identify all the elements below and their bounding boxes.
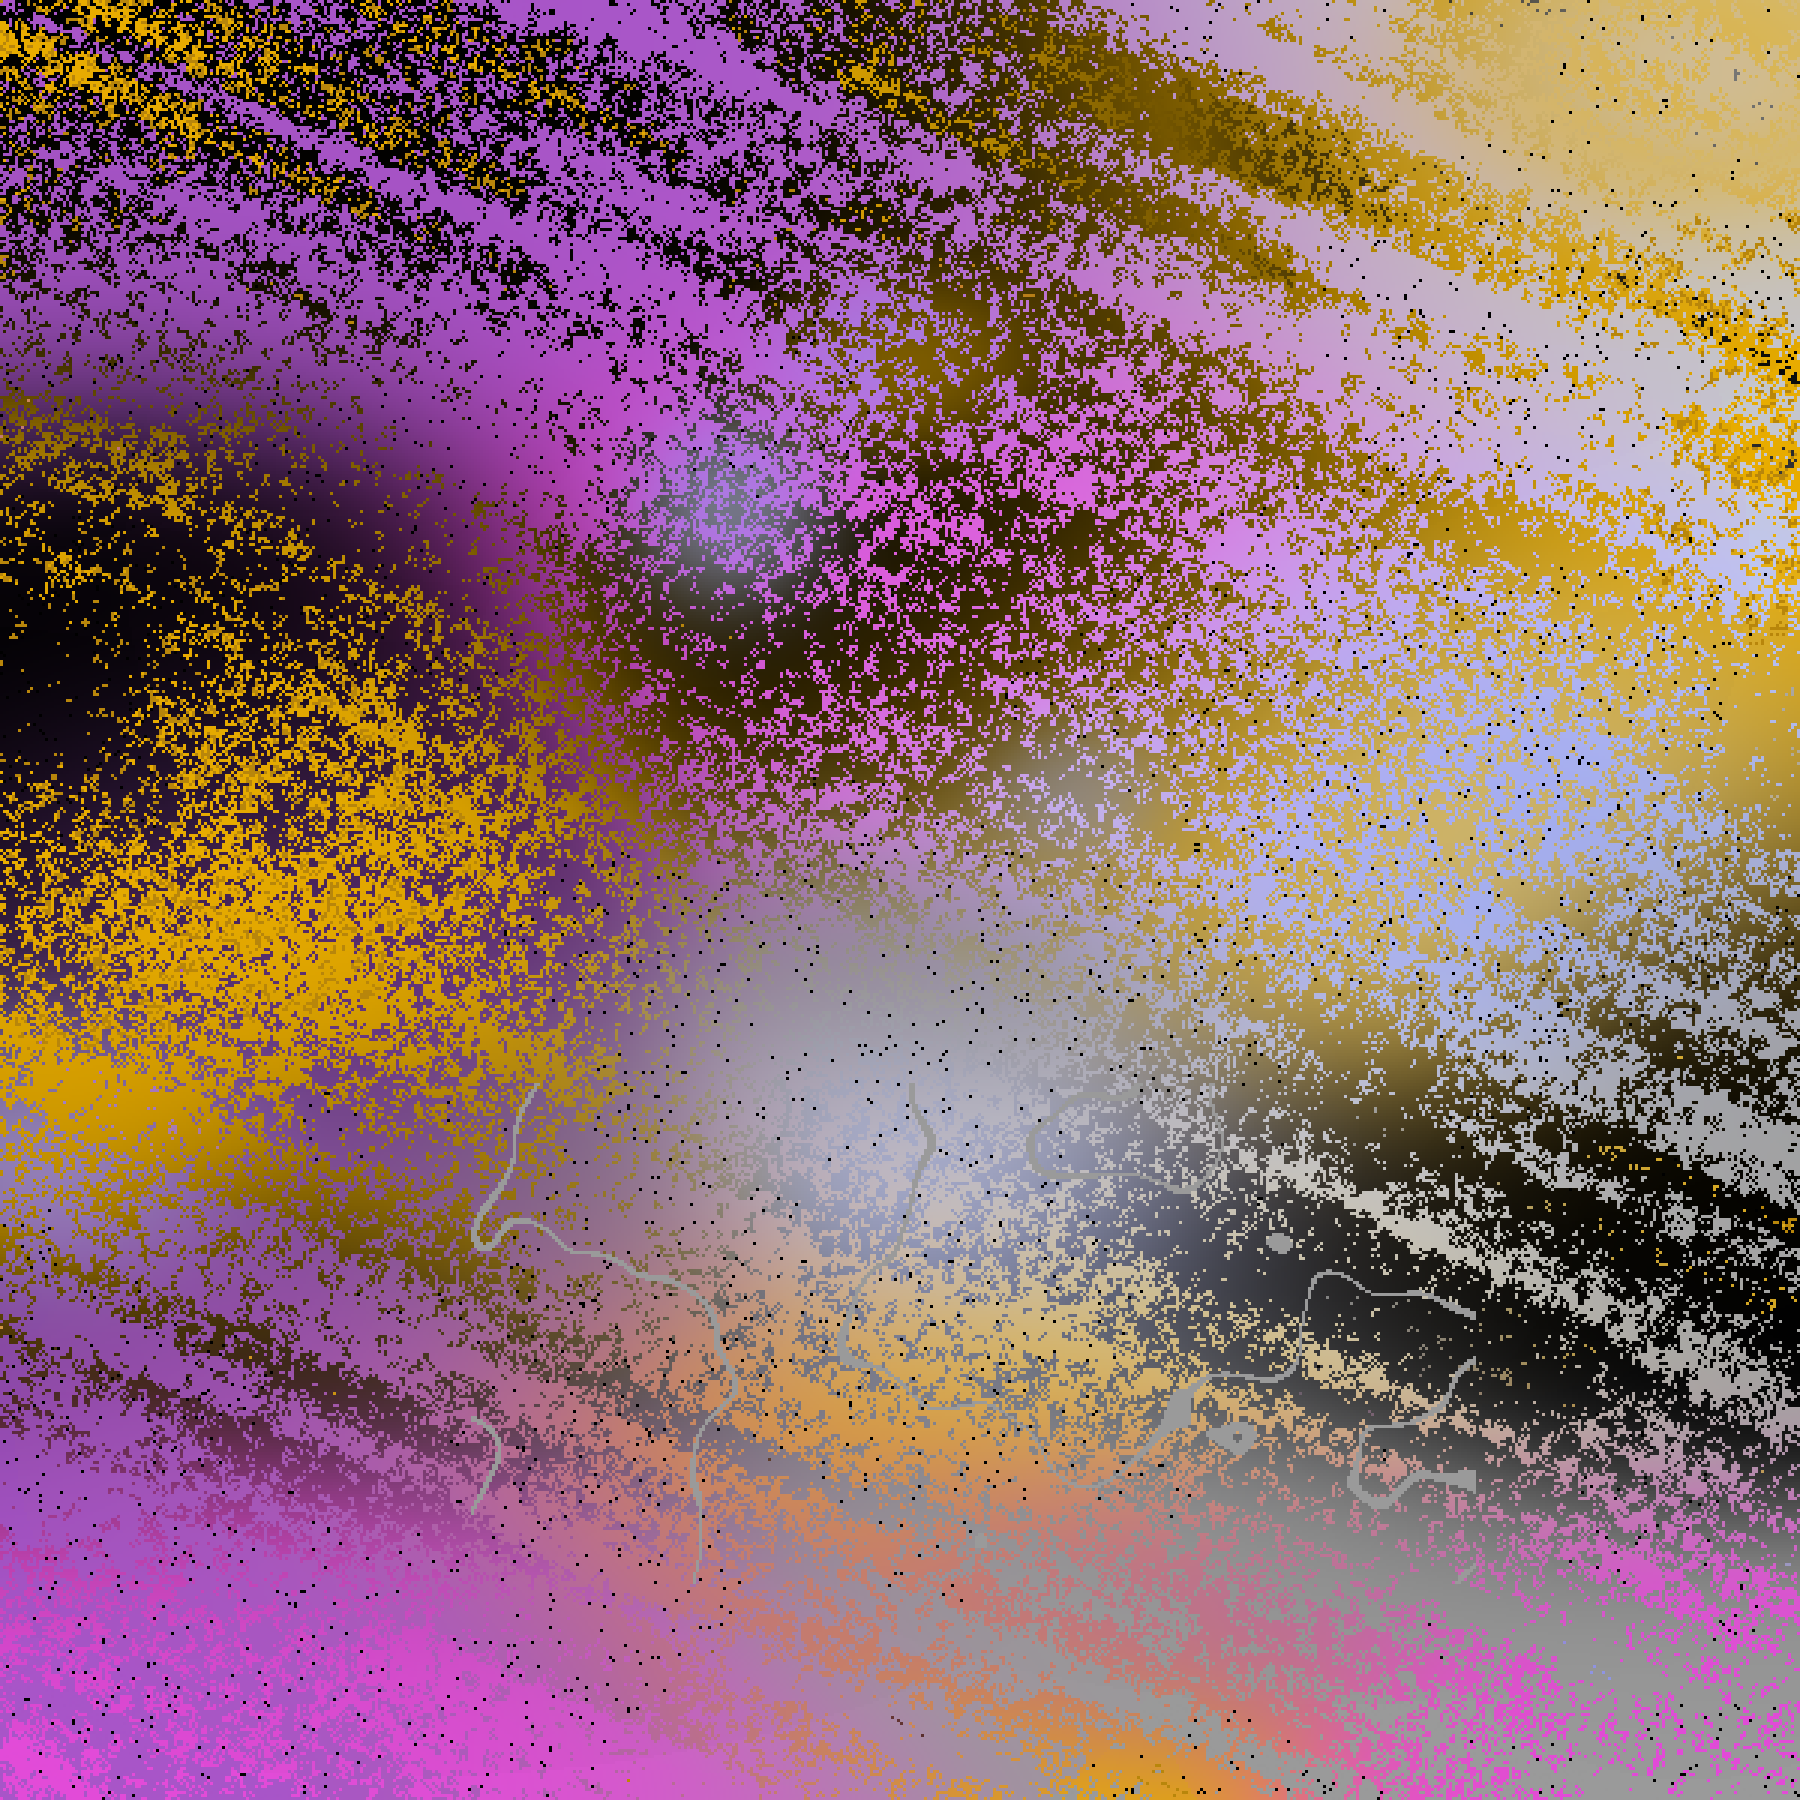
raster-image-viewport — [0, 0, 1800, 1800]
false-color-raster-canvas — [0, 0, 1800, 1800]
